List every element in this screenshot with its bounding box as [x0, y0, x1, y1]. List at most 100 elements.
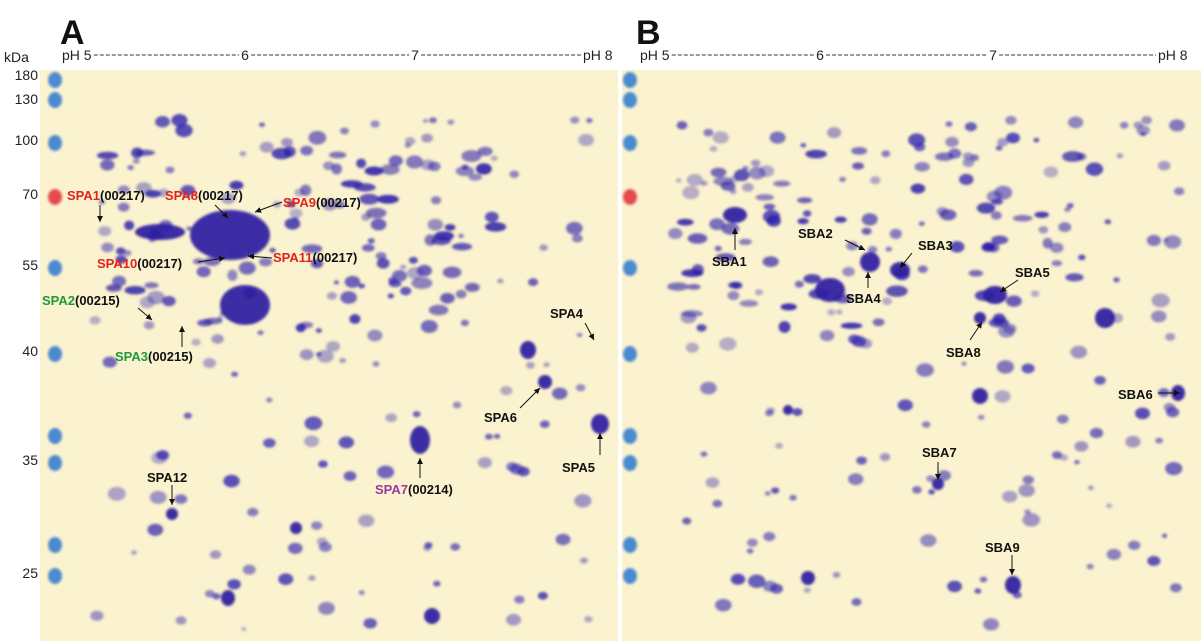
gel-spot: [1056, 414, 1069, 424]
gel-spot: [981, 242, 996, 252]
gel-spot: [430, 196, 442, 205]
gel-spot: [1012, 215, 1033, 222]
ladder-band: [623, 260, 637, 276]
gel-spot: [783, 405, 793, 415]
gel-spot: [477, 457, 492, 469]
ladder-band: [48, 92, 62, 108]
gel-spot: [155, 116, 170, 128]
ph-label: pH 8: [583, 47, 613, 63]
gel-spot: [920, 534, 937, 547]
gel-spot: [1116, 153, 1124, 159]
gel-spot: [300, 145, 314, 156]
gel-spot: [932, 478, 944, 490]
gel-spot: [447, 119, 455, 125]
gel-spot: [326, 291, 338, 300]
gel-spot: [1119, 121, 1129, 129]
gel-spot: [242, 564, 256, 575]
gel-spot: [789, 494, 797, 501]
gel-spot: [263, 438, 276, 448]
spot-name: SPA11: [273, 250, 313, 265]
spot-name: SPA10: [97, 256, 137, 271]
gel-spot: [124, 286, 146, 295]
gel-spot: [668, 227, 683, 240]
gel-spot: [1136, 125, 1150, 136]
spot-name: SBA9: [985, 540, 1020, 555]
gel-spot: [196, 266, 211, 278]
gel-spot: [428, 117, 437, 124]
spot-arrow: [254, 201, 283, 213]
spot-label: SBA7: [922, 445, 957, 460]
gel-spot: [162, 296, 176, 307]
gel-spot: [132, 158, 140, 164]
gel-spot: [687, 283, 701, 290]
gel-spot: [579, 557, 588, 564]
gel-spot: [405, 155, 423, 169]
gel-spot: [464, 282, 480, 292]
gel-spot: [687, 233, 708, 244]
gel-spot: [1022, 475, 1034, 485]
gel-spot: [1089, 427, 1104, 439]
spot-name: SBA6: [1118, 387, 1153, 402]
gel-spot: [338, 436, 355, 449]
gel-spot: [329, 151, 347, 159]
gel-spot: [484, 222, 507, 232]
gel-spot: [835, 309, 843, 315]
gel-spot: [861, 213, 878, 226]
gel-spot: [303, 435, 320, 448]
gel-spot: [1169, 119, 1185, 132]
spot-name: SPA9: [283, 195, 316, 210]
gel-spot: [455, 289, 467, 299]
ladder-band: [48, 455, 62, 471]
gel-spot: [422, 118, 429, 124]
gel-spot: [385, 413, 397, 423]
gel-spot: [404, 142, 412, 148]
gel-spot: [976, 202, 996, 214]
gel-spot: [1086, 563, 1094, 570]
spot-arrow: [584, 322, 595, 341]
gel-spot: [709, 145, 718, 152]
gel-spot: [748, 166, 766, 180]
gel-spot: [755, 194, 775, 201]
gel-spot: [308, 130, 327, 145]
mw-marker: 100: [15, 132, 39, 148]
gel-spot: [406, 266, 424, 280]
gel-spot: [881, 297, 893, 306]
gel-spot: [879, 452, 891, 462]
gel-spot: [509, 170, 520, 178]
spot-name: SBA8: [946, 345, 981, 360]
gel-spot: [949, 241, 965, 253]
gel-spot: [959, 173, 974, 186]
gel-spot: [696, 324, 707, 332]
gel-spot: [1006, 132, 1020, 144]
gel-spot: [1165, 333, 1176, 341]
gel-spot: [434, 231, 454, 241]
spot-label: SBA4: [846, 291, 881, 306]
gel-spot: [475, 163, 492, 175]
gel-spot: [977, 414, 985, 420]
gel-spot: [885, 246, 893, 252]
gel-spot: [769, 131, 786, 144]
gel-spot: [149, 490, 167, 504]
gel-spot: [372, 361, 380, 367]
spot-arrow: [214, 204, 229, 219]
mw-unit: kDa: [4, 49, 29, 65]
gel-spot: [566, 221, 583, 235]
gel-spot: [376, 258, 390, 269]
gel-spot: [763, 531, 776, 542]
spot-label: SBA2: [798, 226, 833, 241]
gel-spot: [747, 574, 766, 588]
ph-label: pH 5: [640, 47, 670, 63]
gel-spot: [680, 310, 703, 318]
spot-name: SPA7: [375, 482, 408, 497]
ladder-band: [623, 346, 637, 362]
spot-arrow: [137, 307, 153, 321]
gel-spot: [908, 133, 926, 147]
gel-spot: [712, 131, 729, 144]
gel-spot: [685, 342, 699, 353]
spot-label: SBA1: [712, 254, 747, 269]
gel-spot: [890, 262, 910, 278]
gel-spot: [211, 334, 224, 344]
gel-spot: [220, 285, 270, 325]
spot-arrow: [999, 279, 1019, 293]
gel-spot: [257, 330, 264, 336]
